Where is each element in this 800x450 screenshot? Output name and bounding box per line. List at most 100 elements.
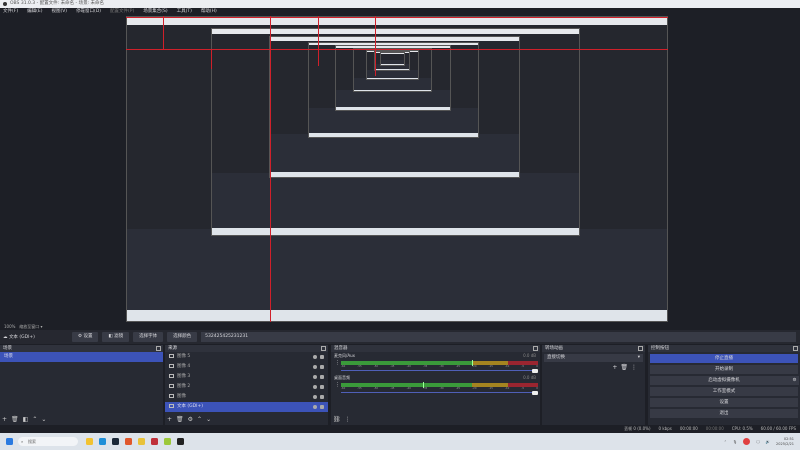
volume-icon[interactable]: 🔊: [765, 439, 771, 444]
text-value-field[interactable]: 532425425231231: [201, 332, 796, 342]
visibility-eye-icon[interactable]: [313, 385, 317, 389]
control-button[interactable]: 工作室模式: [650, 387, 798, 396]
sources-item[interactable]: 图像 2: [165, 382, 328, 392]
select-font-button[interactable]: 选择字体: [133, 332, 164, 342]
channel-db: 0.0 dB: [523, 353, 536, 358]
chevron-down-icon[interactable]: ⌄: [206, 416, 212, 423]
transition-select[interactable]: 直接切换 ▾: [544, 354, 643, 362]
meter-tick: -20: [472, 387, 477, 390]
guide-line: [126, 49, 668, 50]
add-icon[interactable]: +: [167, 416, 173, 423]
menu-item[interactable]: 工具(T): [176, 9, 192, 14]
visibility-eye-icon[interactable]: [313, 375, 317, 379]
peak-indicator: [423, 382, 425, 388]
nested-taskbar: [336, 107, 450, 110]
app-yellow-icon[interactable]: [138, 438, 145, 445]
visibility-eye-icon[interactable]: [313, 365, 317, 369]
sources-item[interactable]: 图像 4: [165, 362, 328, 372]
visibility-eye-icon[interactable]: [313, 395, 317, 399]
undock-icon[interactable]: [321, 346, 326, 351]
nested-title-bar: [127, 17, 667, 25]
source-type-icon: [169, 403, 174, 408]
gear-icon[interactable]: ⚙: [187, 416, 194, 423]
chevron-up-icon[interactable]: ⌃: [723, 439, 727, 444]
sources-item[interactable]: 文本 (GDI+): [165, 402, 328, 412]
add-icon[interactable]: +: [2, 416, 8, 423]
app-red-icon[interactable]: [151, 438, 158, 445]
meter-tick: -20: [472, 365, 477, 368]
select-color-button[interactable]: 选择颜色: [167, 332, 198, 342]
steam-icon[interactable]: [112, 438, 119, 445]
sources-item[interactable]: 图像: [165, 392, 328, 402]
add-icon[interactable]: +: [612, 364, 621, 371]
menu-item[interactable]: 停靠窗口(D): [76, 9, 102, 14]
volume-slider[interactable]: [341, 392, 538, 393]
chevron-up-icon[interactable]: ⌃: [197, 416, 203, 423]
undock-icon[interactable]: [793, 346, 798, 351]
network-icon[interactable]: 🖵: [756, 439, 760, 444]
visibility-eye-icon[interactable]: [313, 355, 317, 359]
scenes-item[interactable]: 场景: [0, 352, 163, 362]
context-source-name: ☁ 文本 (GDI+): [3, 335, 35, 340]
menu-item[interactable]: 编辑(E): [27, 9, 43, 14]
nested-docks: [269, 134, 519, 177]
more-icon[interactable]: ⋮: [344, 416, 351, 423]
status-bar: 丢帧 0 (0.0%) 0 kbps 00:00:00 00:00:00 CPU…: [0, 425, 800, 433]
link-icon[interactable]: ⛓: [333, 416, 341, 423]
volume-slider-handle[interactable]: [532, 368, 538, 373]
control-button[interactable]: 退出: [650, 409, 798, 418]
undock-icon[interactable]: [533, 346, 538, 351]
app-green-icon[interactable]: [164, 438, 171, 445]
zoom-mode-select[interactable]: 缩放至窗口: [19, 324, 40, 329]
preview-canvas[interactable]: 184 px: [0, 16, 800, 323]
menu-item[interactable]: 视图(V): [51, 9, 68, 14]
lock-icon[interactable]: [320, 405, 324, 409]
control-button[interactable]: 开始录制: [650, 365, 798, 374]
menu-item[interactable]: 帮助(H): [200, 9, 217, 14]
more-icon[interactable]: ⋮: [631, 364, 640, 371]
control-button[interactable]: 启动虚拟摄像机 ⚙: [650, 376, 799, 385]
nested-taskbar: [366, 77, 419, 79]
tray-app-icon[interactable]: [743, 438, 751, 445]
sources-item[interactable]: 图像 5: [165, 352, 328, 362]
nested-taskbar: [380, 63, 404, 65]
edge-icon[interactable]: [99, 438, 106, 445]
lock-icon[interactable]: [320, 355, 324, 359]
volume-slider-handle[interactable]: [532, 390, 538, 395]
menu-item[interactable]: 文件(F): [3, 9, 19, 14]
trash-icon[interactable]: 🗑: [620, 364, 631, 371]
gear-icon[interactable]: ⚙: [790, 376, 799, 385]
undock-icon[interactable]: [156, 346, 161, 351]
microphone-icon[interactable]: 🎙: [732, 439, 738, 444]
mixer-dock: 混音器 麦克风/Aux 0.0 dB -60 -55 -50 -45 -40 -35 -30 -2…: [331, 345, 540, 425]
windows-start-icon[interactable]: [6, 438, 13, 445]
menu-item[interactable]: 配置文件(P): [110, 9, 135, 14]
file-explorer-icon[interactable]: [86, 438, 93, 445]
filter-icon[interactable]: ◧: [22, 416, 29, 423]
app-orange-icon[interactable]: [125, 438, 132, 445]
properties-button[interactable]: ⚙ 设置: [72, 332, 99, 342]
control-button[interactable]: 停止直播: [650, 354, 798, 363]
lock-icon[interactable]: [320, 375, 324, 379]
chevron-up-icon[interactable]: ⌃: [32, 416, 38, 423]
lock-icon[interactable]: [320, 365, 324, 369]
menu-item[interactable]: 场景集合(S): [143, 9, 168, 14]
lock-icon[interactable]: [320, 395, 324, 399]
sources-item[interactable]: 图像 3: [165, 372, 328, 382]
control-button[interactable]: 设置: [650, 398, 798, 407]
trash-icon[interactable]: 🗑: [11, 416, 19, 423]
taskbar-search[interactable]: ⌕ 搜索: [18, 437, 78, 446]
visibility-eye-icon[interactable]: [313, 405, 317, 409]
lock-icon[interactable]: [320, 385, 324, 389]
nested-title-bar: [309, 42, 478, 46]
obs-icon[interactable]: [177, 438, 184, 445]
chevron-down-icon[interactable]: ⌄: [41, 416, 47, 423]
undock-icon[interactable]: [638, 346, 643, 351]
trash-icon[interactable]: 🗑: [176, 416, 184, 423]
more-icon[interactable]: ⋮: [335, 382, 340, 388]
clock[interactable]: 02:51 2025/2/21: [776, 437, 794, 446]
more-icon[interactable]: ⋮: [335, 360, 340, 366]
zoom-value: 100%: [4, 324, 16, 329]
filters-button[interactable]: ◧ 滤镜: [102, 332, 130, 342]
volume-slider[interactable]: [341, 370, 538, 371]
